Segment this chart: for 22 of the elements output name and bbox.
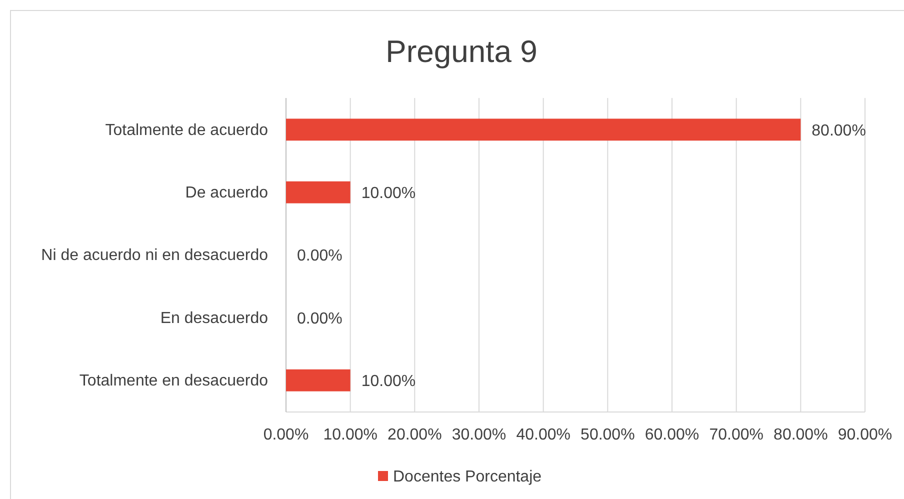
x-tick-label: 0.00% — [263, 426, 309, 444]
x-tick-label: 40.00% — [516, 426, 570, 444]
legend-label: Docentes Porcentaje — [393, 468, 542, 486]
data-label: 80.00% — [812, 122, 866, 140]
x-tick-label: 60.00% — [644, 426, 700, 444]
x-tick-label: 70.00% — [709, 426, 764, 444]
x-tick-label: 90.00% — [838, 426, 892, 444]
y-tick-label: De acuerdo — [185, 184, 268, 202]
y-tick-label: Totalmente en desacuerdo — [79, 372, 268, 390]
y-tick-label: Ni de acuerdo ni en desacuerdo — [41, 247, 268, 264]
x-tick-label: 20.00% — [388, 426, 442, 444]
data-label: 0.00% — [297, 310, 342, 328]
y-tick-label: En desacuerdo — [160, 310, 268, 327]
y-tick-label: Totalmente de acuerdo — [105, 122, 268, 139]
x-tick-label: 10.00% — [323, 426, 378, 444]
data-label: 10.00% — [361, 184, 416, 202]
chart-title: Pregunta 9 — [386, 34, 538, 69]
data-label: 0.00% — [297, 248, 342, 265]
data-label: 10.00% — [361, 372, 416, 390]
x-tick-label: 50.00% — [580, 426, 635, 444]
x-tick-label: 30.00% — [452, 426, 506, 444]
x-tick-label: 80.00% — [774, 426, 828, 444]
